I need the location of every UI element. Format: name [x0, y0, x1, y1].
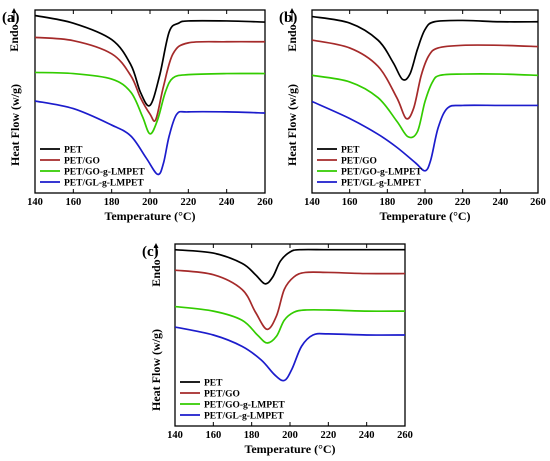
legend-label: PET	[64, 146, 83, 156]
x-tick-label: 200	[282, 430, 298, 441]
x-axis-title: Temperature (°C)	[379, 209, 470, 223]
x-tick-label: 200	[142, 197, 158, 208]
series-line-pet-go	[35, 36, 265, 123]
x-tick-label: 220	[455, 197, 471, 208]
endo-label: Endo	[149, 259, 163, 286]
legend-label: PET/GO	[64, 157, 100, 167]
x-tick-label: 260	[397, 430, 413, 441]
series-line-pet-go-g-lmpet	[312, 73, 538, 139]
legend-label: PET/GL-g-LMPET	[64, 179, 144, 189]
x-tick-label: 260	[530, 197, 546, 208]
x-tick-label: 140	[167, 430, 183, 441]
x-tick-label: 140	[27, 197, 43, 208]
x-tick-label: 160	[342, 197, 358, 208]
x-tick-label: 160	[205, 430, 221, 441]
legend-label: PET/GO-g-LMPET	[204, 401, 285, 411]
legend-label: PET	[341, 146, 360, 156]
x-tick-label: 220	[320, 430, 336, 441]
x-tick-label: 200	[417, 197, 433, 208]
x-tick-label: 260	[257, 197, 273, 208]
x-tick-label: 180	[379, 197, 395, 208]
endo-arrow-head-icon	[289, 8, 295, 13]
x-axis-title: Temperature (°C)	[104, 209, 195, 223]
series-line-pet-gl-g-lmpet	[175, 326, 405, 382]
series-line-pet-go	[312, 39, 538, 120]
y-axis-title: Heat Flow (w/g)	[149, 329, 163, 411]
series-line-pet-go-g-lmpet	[35, 71, 265, 135]
legend-label: PET/GO-g-LMPET	[64, 168, 145, 178]
endo-arrow-head-icon	[11, 8, 17, 13]
endo-arrow-head-icon	[153, 243, 159, 248]
y-axis-title: Heat Flow (w/g)	[285, 84, 299, 166]
legend-label: PET/GO	[204, 390, 240, 400]
series-line-pet-go	[175, 269, 405, 331]
panel-letter: (b)	[279, 10, 297, 26]
x-tick-label: 240	[359, 430, 375, 441]
legend-label: PET/GL-g-LMPET	[341, 179, 421, 189]
x-tick-label: 160	[65, 197, 81, 208]
chart-panel-b: (b) 140 160 180 200 220 240 260 Temperature (°C)…	[279, 8, 546, 223]
legend-label: PET	[204, 379, 223, 389]
series-line-pet	[312, 15, 538, 81]
series-line-pet-gl-g-lmpet	[35, 100, 265, 176]
x-tick-label: 240	[492, 197, 508, 208]
x-tick-label: 140	[304, 197, 320, 208]
endo-label: Endo	[285, 24, 299, 51]
x-tick-label: 240	[219, 197, 235, 208]
panel-letter: (a)	[2, 10, 20, 26]
x-axis-title: Temperature (°C)	[244, 442, 335, 456]
endo-label: Endo	[7, 24, 21, 51]
x-tick-label: 180	[104, 197, 120, 208]
x-tick-label: 180	[244, 430, 260, 441]
x-tick-label: 220	[180, 197, 196, 208]
legend-label: PET/GO-g-LMPET	[341, 168, 422, 178]
series-line-pet	[175, 248, 405, 285]
series-line-pet-gl-g-lmpet	[312, 100, 538, 172]
y-axis-title: Heat Flow (w/g)	[8, 84, 22, 166]
series-line-pet-go-g-lmpet	[175, 305, 405, 344]
chart-panel-a: (a) 140 160 180 200 220 240 260 Temperature (°C)…	[2, 8, 273, 223]
legend-label: PET/GO	[341, 157, 377, 167]
legend-label: PET/GL-g-LMPET	[204, 412, 284, 422]
series-line-pet	[35, 14, 265, 107]
